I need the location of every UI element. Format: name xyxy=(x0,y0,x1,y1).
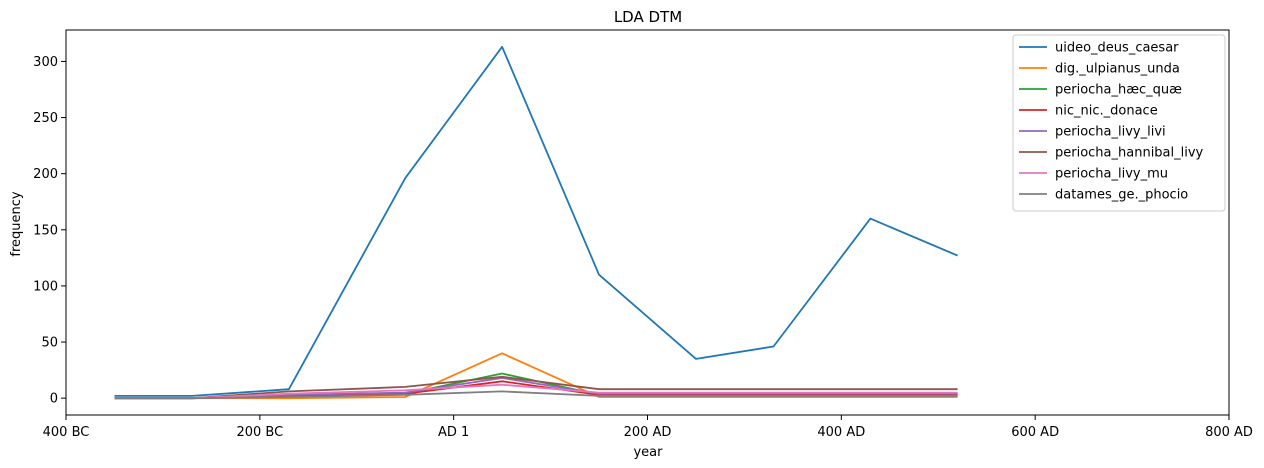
legend-label: dig._ulpianus_unda xyxy=(1055,62,1180,77)
legend-label: periocha_livy_mu xyxy=(1055,167,1168,182)
x-tick-label: 400 BC xyxy=(43,425,90,440)
plot-area: 0 50 100 150 200 250 300 400 BC 200 BC AD 1 200 AD… xyxy=(33,29,1253,440)
legend-label: nic_nic._donace xyxy=(1055,104,1158,119)
x-tick-label: AD 1 xyxy=(438,425,469,440)
y-tick-label: 200 xyxy=(33,167,58,182)
y-tick-label: 300 xyxy=(33,55,58,70)
legend-label: periocha_livy_livi xyxy=(1055,125,1166,140)
legend-label: uideo_deus_caesar xyxy=(1055,41,1179,56)
x-tick-label: 200 BC xyxy=(236,425,283,440)
legend-label: periocha_hannibal_livy xyxy=(1055,146,1204,161)
series-line-0 xyxy=(114,45,958,397)
y-tick-label: 250 xyxy=(33,111,58,126)
x-tick-label: 400 AD xyxy=(817,425,865,440)
y-axis-title: frequency xyxy=(9,191,24,257)
axes-frame xyxy=(65,29,1230,416)
y-tick-label: 100 xyxy=(33,279,58,294)
x-tick-label: 600 AD xyxy=(1011,425,1059,440)
legend-label: datames_ge._phocio xyxy=(1055,188,1188,203)
legend-label: periocha_hæc_quæ xyxy=(1055,83,1182,98)
series-line-7 xyxy=(114,390,958,400)
x-tick-label: 800 AD xyxy=(1205,425,1253,440)
legend: uideo_deus_caesar dig._ulpianus_undaperio… xyxy=(1012,34,1226,212)
y-tick-label: 150 xyxy=(33,223,58,238)
y-tick-label: 0 xyxy=(50,392,58,407)
y-tick-label: 50 xyxy=(41,336,58,351)
series-line-1 xyxy=(114,352,958,400)
series-line-6 xyxy=(114,383,958,400)
x-tick-label: 200 AD xyxy=(624,425,672,440)
legend-box xyxy=(1012,34,1226,212)
chart-title: LDA DTM xyxy=(614,8,682,26)
x-axis-title: year xyxy=(633,445,663,460)
series-line-5 xyxy=(114,375,958,400)
